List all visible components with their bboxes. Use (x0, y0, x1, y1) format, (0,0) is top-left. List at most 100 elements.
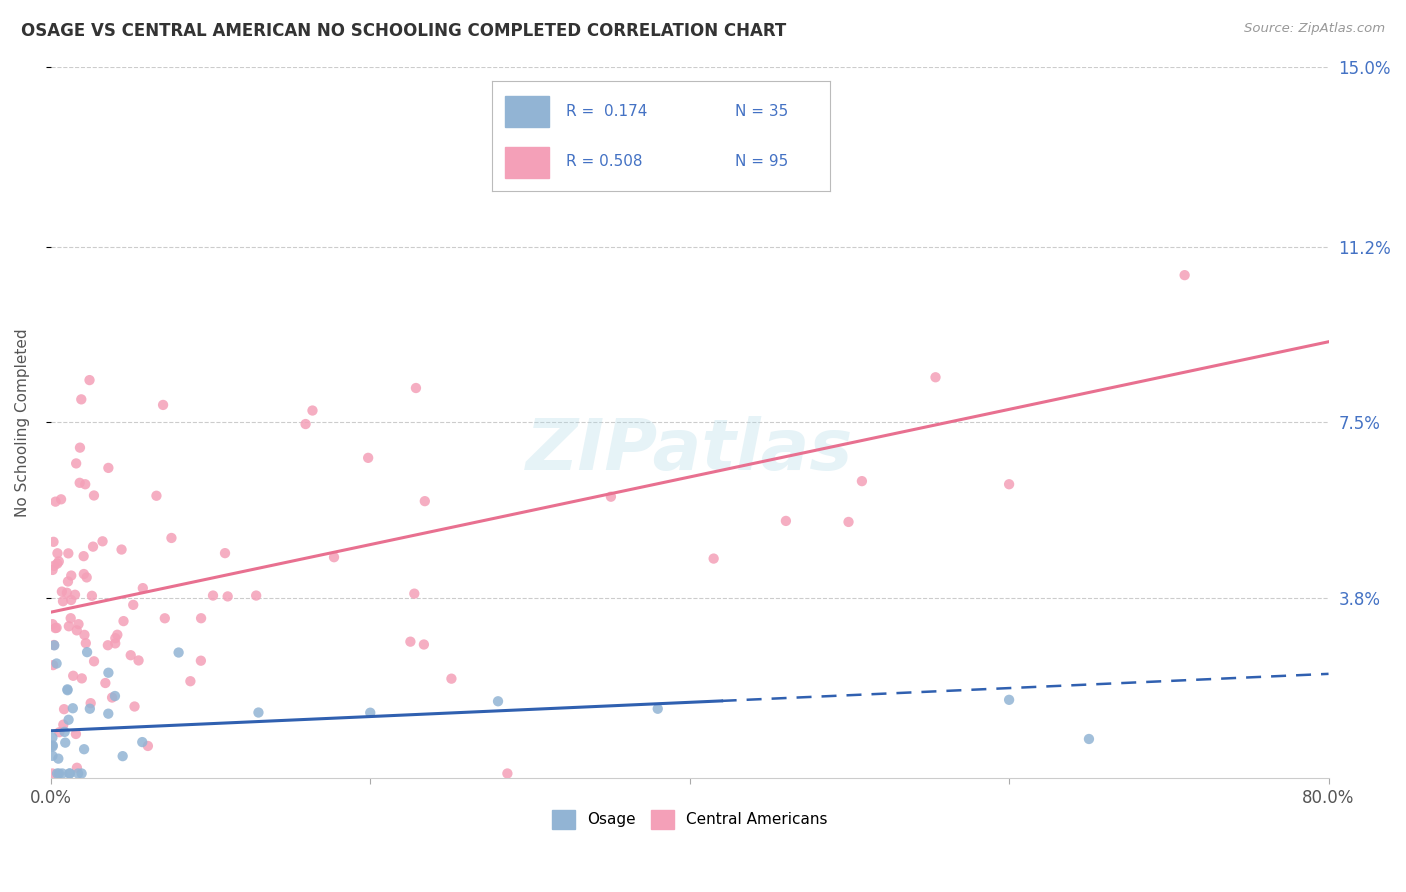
Point (97, 461, 120, 475)
Point (82, 540, 104, 554)
Point (56, 683, 79, 698)
Point (45, 621, 67, 635)
Point (359, 706, 381, 720)
Point (46, 766, 69, 780)
Point (52, 717, 75, 731)
Point (62, 701, 84, 715)
Point (1078, 731, 1101, 746)
Point (75, 636, 97, 650)
Point (51, 766, 73, 780)
Point (404, 587, 426, 601)
Point (58, 619, 80, 633)
Point (412, 638, 434, 652)
Point (136, 739, 159, 753)
Point (46, 546, 69, 560)
Point (145, 489, 167, 503)
Point (167, 646, 190, 660)
Point (924, 370, 946, 384)
Text: Source: ZipAtlas.com: Source: ZipAtlas.com (1244, 22, 1385, 36)
Point (41, 766, 63, 780)
Point (201, 589, 224, 603)
Point (104, 631, 127, 645)
Point (44, 494, 66, 508)
Point (48, 554, 70, 568)
Point (73, 567, 96, 582)
Point (83, 654, 105, 668)
Point (42, 658, 65, 673)
Point (91, 534, 114, 549)
Point (160, 531, 183, 545)
Point (49, 492, 72, 507)
Point (405, 381, 427, 395)
Point (42, 534, 65, 549)
Point (128, 653, 150, 667)
Point (486, 694, 509, 708)
Point (65, 457, 87, 471)
Point (69, 441, 91, 455)
Point (48, 725, 70, 739)
Point (496, 766, 519, 780)
Point (105, 628, 128, 642)
Point (97, 706, 120, 721)
Point (301, 403, 323, 417)
Point (190, 654, 212, 668)
Point (70, 672, 93, 686)
Point (56, 574, 79, 589)
Y-axis label: No Schooling Completed: No Schooling Completed (15, 328, 30, 516)
Point (60, 593, 83, 607)
Point (42, 638, 65, 652)
Point (294, 417, 316, 431)
Point (79, 696, 101, 710)
Point (70, 766, 93, 780)
Point (41, 731, 63, 745)
Point (67, 766, 90, 780)
Point (247, 706, 270, 720)
Point (52, 594, 75, 608)
Point (58, 546, 80, 560)
Point (647, 702, 669, 716)
Point (131, 735, 153, 749)
Point (104, 636, 127, 650)
Point (153, 611, 176, 625)
Point (357, 450, 380, 465)
Point (73, 628, 96, 642)
Point (775, 514, 797, 528)
Point (111, 749, 134, 764)
Point (58, 713, 80, 727)
Point (124, 699, 146, 714)
Point (190, 611, 212, 625)
Point (62, 669, 84, 683)
Point (58, 766, 80, 780)
Point (592, 83, 614, 97)
Point (245, 589, 267, 603)
Point (83, 488, 105, 502)
Text: ZIPatlas: ZIPatlas (526, 417, 853, 485)
Point (46, 751, 69, 765)
Point (851, 474, 873, 488)
Point (53, 736, 76, 750)
Point (94, 676, 117, 690)
Point (53, 725, 76, 739)
Point (76, 645, 98, 659)
Point (80, 589, 103, 603)
Point (48, 766, 70, 780)
Point (323, 550, 346, 565)
Point (440, 672, 463, 686)
Point (46, 557, 69, 571)
Point (998, 693, 1021, 707)
Point (51, 584, 73, 599)
Point (104, 689, 127, 703)
Point (600, 490, 623, 504)
Point (703, 551, 725, 566)
Point (79, 702, 101, 716)
Point (73, 742, 96, 756)
Legend: Osage, Central Americans: Osage, Central Americans (546, 804, 834, 835)
Point (413, 494, 436, 508)
Point (132, 581, 155, 595)
Point (65, 727, 87, 741)
Point (112, 614, 135, 628)
Point (67, 617, 90, 632)
Point (56, 682, 79, 697)
Point (399, 634, 422, 648)
Point (45, 657, 67, 671)
